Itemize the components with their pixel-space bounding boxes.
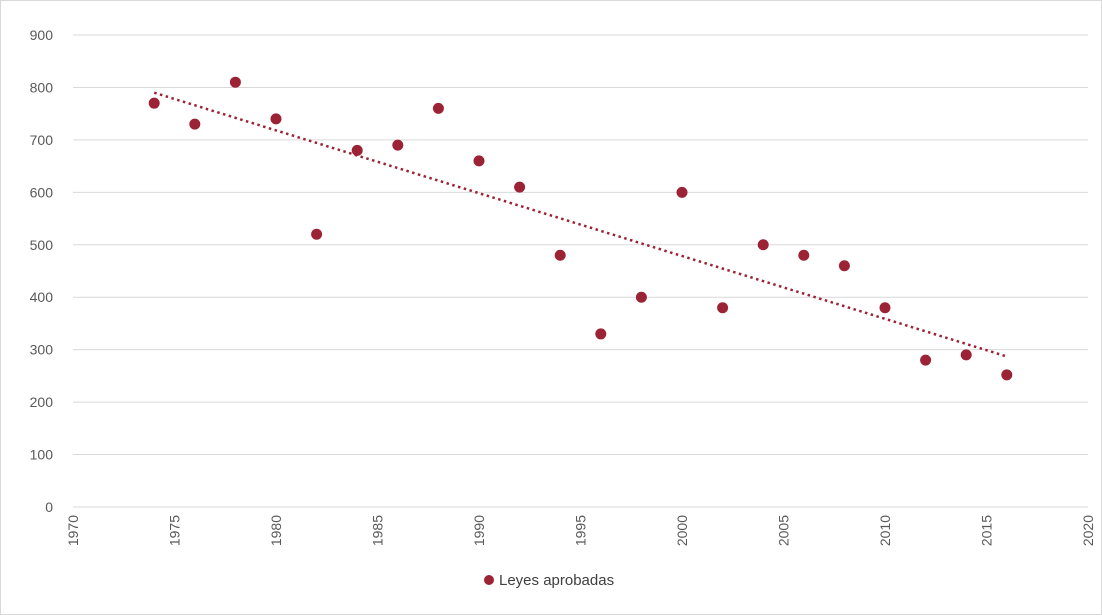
data-point [717, 302, 729, 314]
data-point [595, 328, 607, 340]
data-point [960, 349, 972, 361]
data-point [514, 181, 526, 193]
data-point [838, 260, 850, 272]
gridlines [73, 34, 1088, 456]
data-point [879, 302, 891, 314]
legend-marker [484, 575, 494, 585]
x-tick-label: 1975 [167, 515, 183, 546]
data-point [473, 155, 485, 167]
x-tick-label: 1985 [370, 515, 386, 546]
x-tick-label: 1980 [268, 515, 284, 546]
y-tick-label: 0 [45, 499, 53, 515]
y-tick-label: 500 [30, 237, 54, 253]
x-tick-label: 1990 [471, 515, 487, 546]
data-point [1001, 369, 1013, 381]
data-point [635, 291, 647, 303]
x-tick-label: 1970 [65, 515, 81, 546]
data-point [392, 139, 404, 151]
data-points [148, 76, 1013, 381]
data-point [432, 102, 444, 114]
y-tick-label: 600 [30, 184, 54, 200]
x-tick-label: 2000 [674, 515, 690, 546]
data-point [189, 118, 201, 130]
data-point [920, 354, 932, 366]
y-tick-label: 400 [30, 289, 54, 305]
x-tick-label: 2015 [979, 515, 995, 546]
data-point [148, 97, 160, 109]
x-tick-label: 2020 [1080, 515, 1096, 546]
x-tick-label: 1995 [573, 515, 589, 546]
y-tick-label: 900 [30, 27, 54, 43]
data-point [554, 249, 566, 261]
legend: Leyes aprobadas [484, 572, 614, 589]
data-point [311, 228, 323, 240]
y-tick-label: 200 [30, 394, 54, 410]
legend-label: Leyes aprobadas [499, 572, 614, 589]
x-axis-tick-labels: 1970 1975 1980 1985 1990 1995 2000 2005 2010 2015… [65, 515, 1096, 546]
data-point [351, 144, 363, 156]
y-axis-tick-labels: 0 100 200 300 400 500 600 700 800 900 [30, 27, 54, 515]
data-point [676, 186, 688, 198]
y-tick-label: 800 [30, 79, 54, 95]
x-tick-label: 2010 [877, 515, 893, 546]
y-tick-label: 300 [30, 342, 54, 358]
x-tick-label: 2005 [776, 515, 792, 546]
y-tick-label: 700 [30, 132, 54, 148]
y-tick-label: 100 [30, 447, 54, 463]
data-point [229, 76, 241, 88]
trendline [153, 91, 1008, 358]
data-point [798, 249, 810, 261]
data-point [270, 113, 282, 125]
data-point [757, 239, 769, 251]
